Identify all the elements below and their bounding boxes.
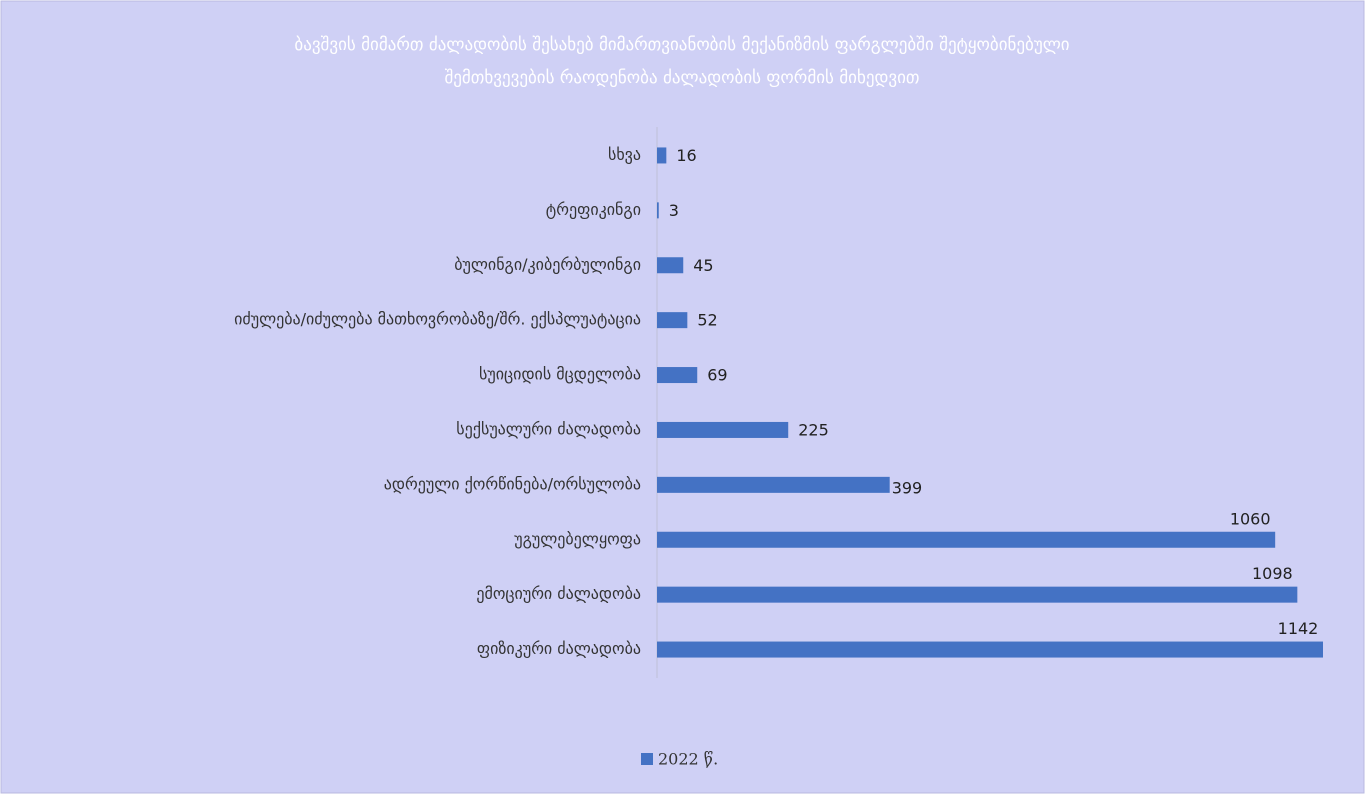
legend-swatch: [641, 753, 653, 765]
bar: [657, 641, 1323, 658]
y-tick-label: ბულინგი/კიბერბულინგი: [454, 255, 641, 274]
data-label: 69: [707, 366, 727, 385]
y-tick-label: ტრეფიკინგი: [546, 200, 641, 219]
data-label: 45: [693, 256, 713, 275]
data-label: 399: [892, 478, 923, 497]
chart-title: ბავშვის მიმართ ძალადობის შესახებ მიმართვ…: [294, 35, 1069, 55]
bar: [657, 586, 1298, 603]
y-tick-label: ემოციური ძალადობა: [476, 584, 641, 603]
chart-title: შემთხვევების რაოდენობა ძალადობის ფორმის …: [444, 68, 919, 88]
bar: [657, 421, 789, 438]
y-tick-label: ადრეული ქორწინება/ორსულობა: [384, 474, 641, 493]
data-label: 1142: [1278, 619, 1319, 638]
data-label: 3: [669, 201, 679, 220]
bar: [657, 257, 684, 274]
y-tick-label: ფიზიკური ძალადობა: [477, 639, 641, 658]
data-label: 225: [798, 420, 829, 439]
y-tick-label: სექსუალური ძალადობა: [456, 419, 641, 438]
bar: [657, 312, 688, 329]
data-label: 1098: [1252, 564, 1293, 583]
bar: [657, 367, 698, 384]
bar: [657, 202, 659, 219]
data-label: 16: [676, 146, 696, 165]
y-tick-label: იძულება/იძულება მათხოვრობაზე/შრ. ექსპლუა…: [234, 310, 641, 329]
data-label: 52: [697, 311, 717, 330]
bar: [657, 476, 890, 493]
legend-label: 2022 წ.: [658, 750, 718, 769]
y-tick-label: სუიციდის მცდელობა: [479, 365, 641, 384]
data-label: 1060: [1230, 509, 1271, 528]
y-tick-label: უგულებელყოფა: [514, 529, 641, 548]
bar: [657, 531, 1276, 548]
y-tick-label: სხვა: [608, 145, 641, 164]
bar: [657, 147, 667, 164]
